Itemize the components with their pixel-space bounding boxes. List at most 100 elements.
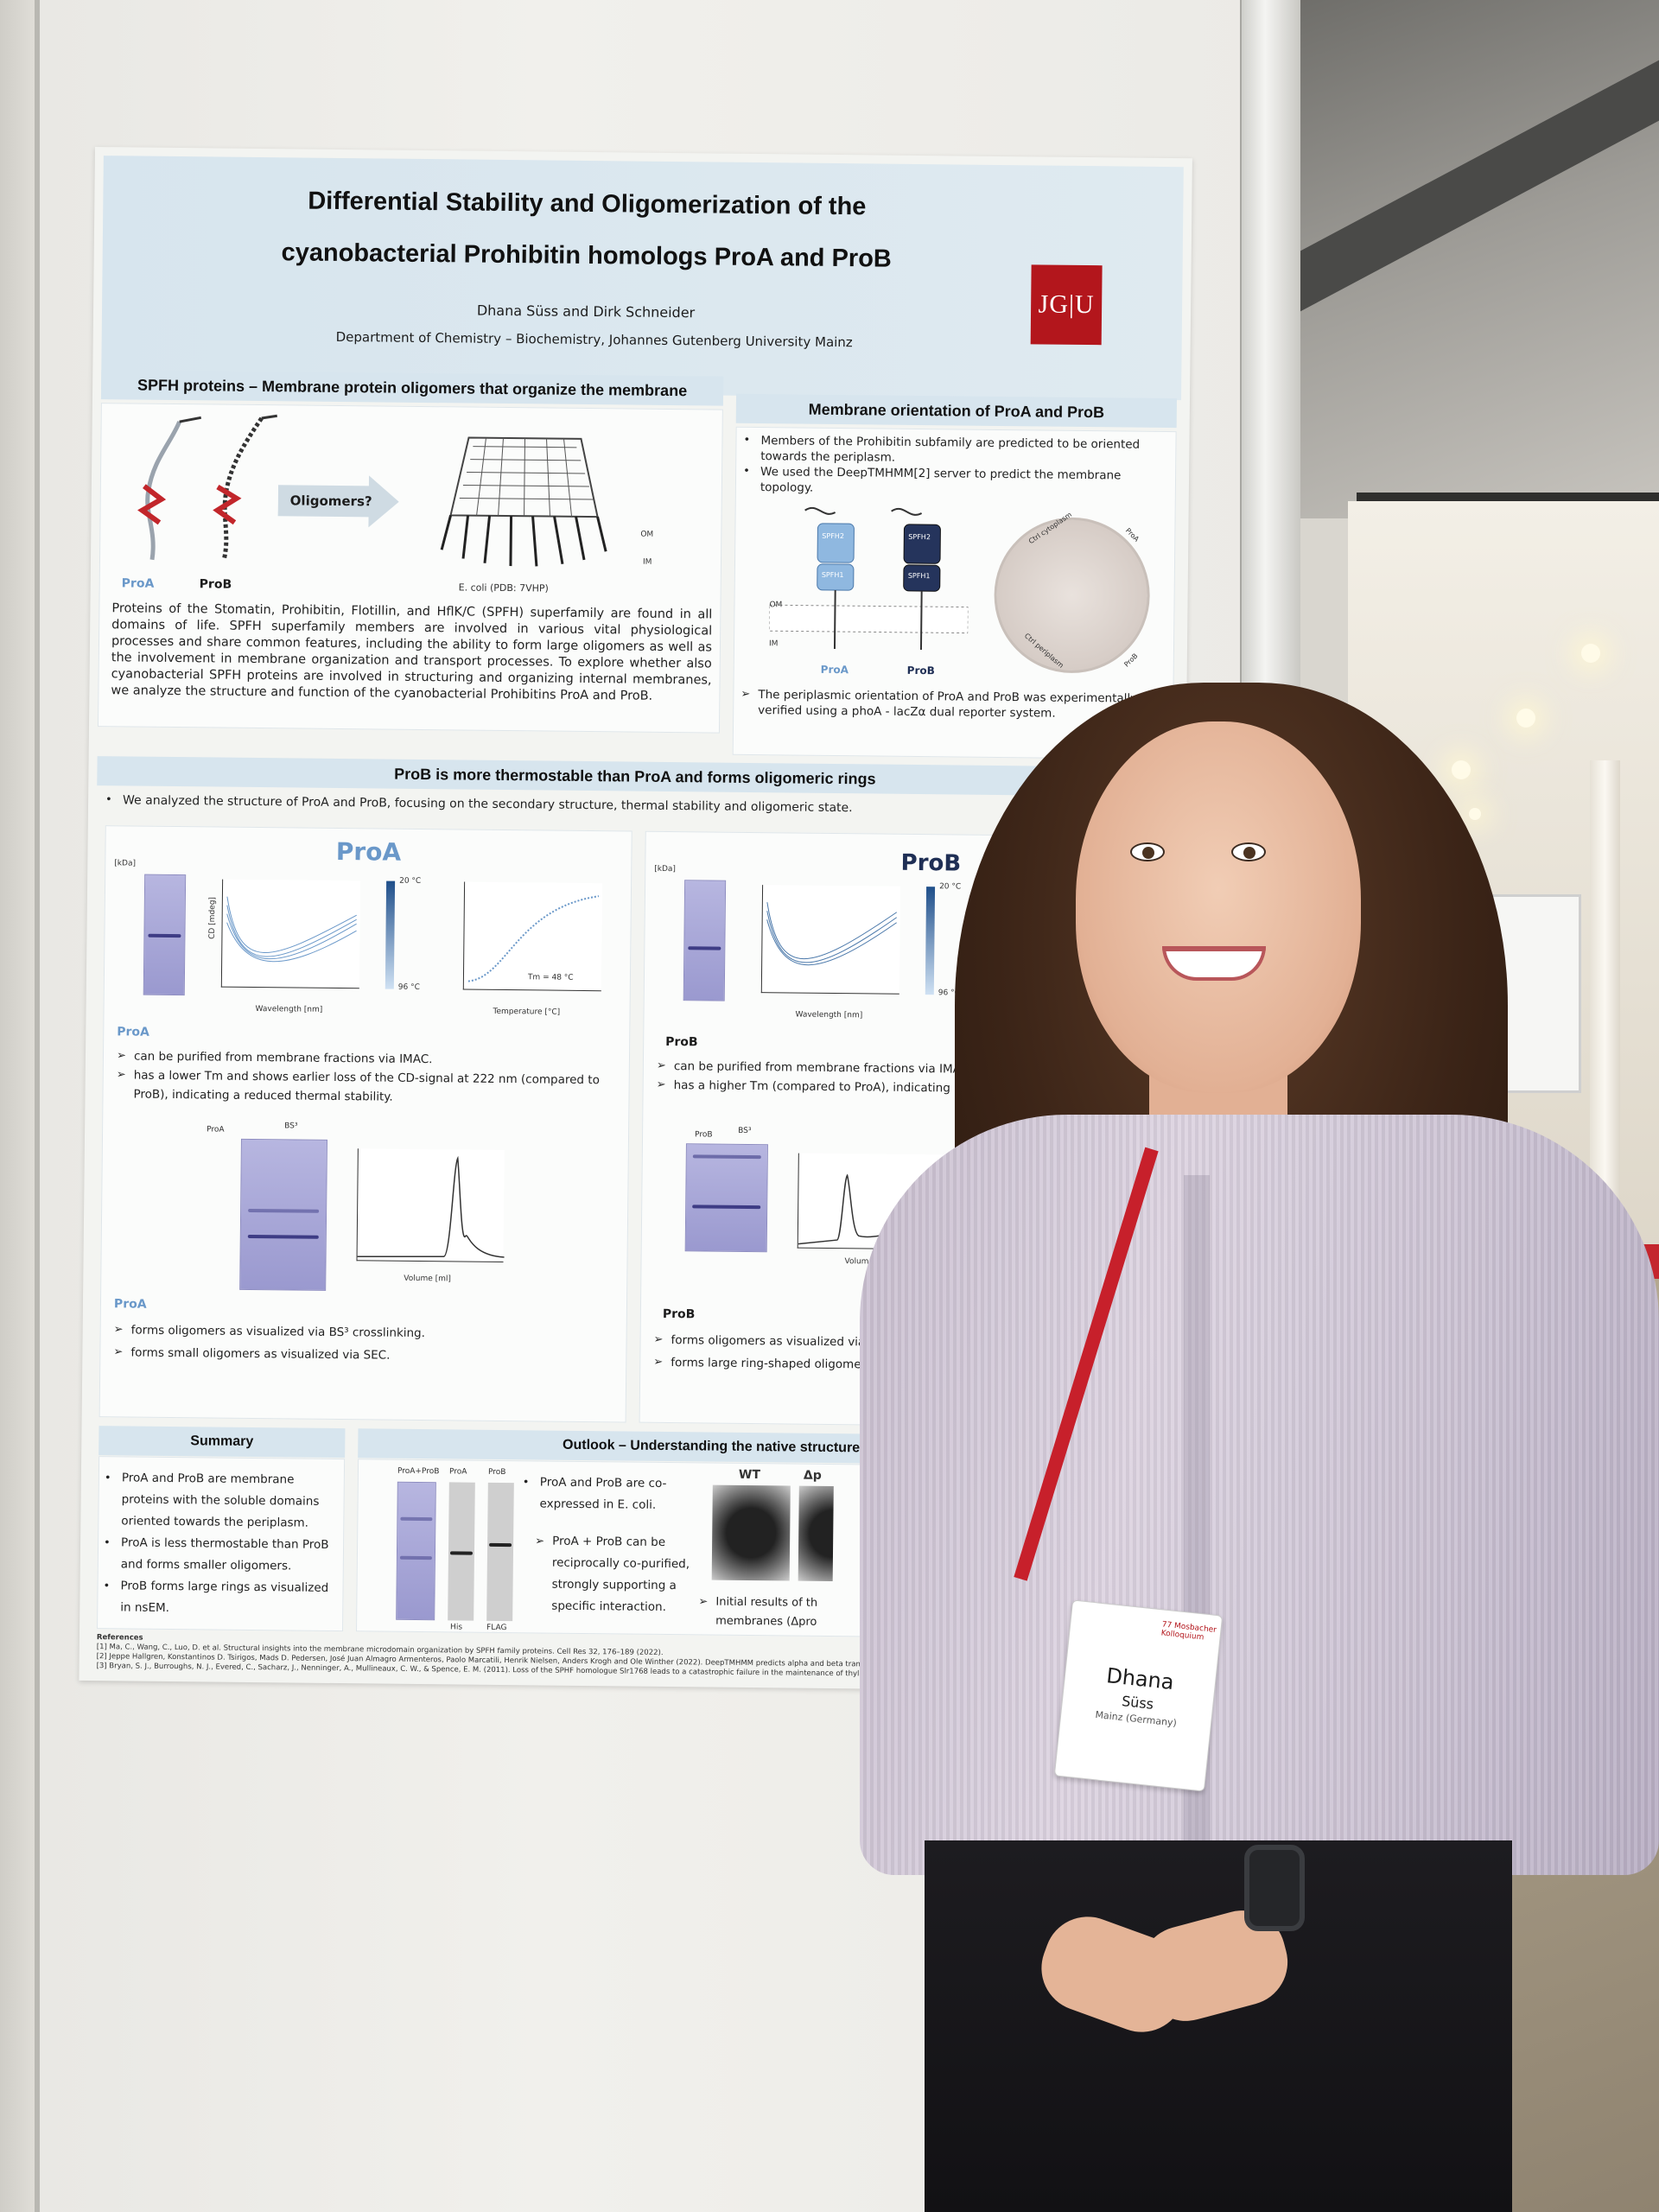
label-prob: ProB [199,577,232,592]
prob-label-2: ProB [662,1306,696,1322]
outlook-item: ProA + ProB can be reciprocally co-purif… [534,1530,699,1618]
person-eye [1130,842,1165,861]
section-thermostable-heading: ProB is more thermostable than ProA and … [97,756,1173,798]
poster-title: Differential Stability and Oligomerizati… [154,174,1019,286]
melt-xlabel: Temperature [°C] [493,1007,561,1017]
outlook-sublist: ProA + ProB can be reciprocally co-purif… [534,1530,699,1618]
prob-cd-spectrum [760,885,901,995]
outlook-item: Initial results of th membranes (Δpro [698,1592,871,1632]
orientation-bullets: Members of the Prohibitin subfamily are … [743,433,1167,499]
section-orientation-box: Members of the Prohibitin subfamily are … [732,426,1177,760]
proa-bullet: has a lower Tm and shows earlier loss of… [116,1065,617,1109]
person-pants [925,1840,1512,2212]
scientific-poster: Differential Stability and Oligomerizati… [79,147,1192,1693]
section-orientation-heading: Membrane orientation of ProA and ProB [735,393,1178,429]
colorbar-high: 20 °C [399,876,422,886]
badge-logo: 77 Mosbacher Kolloquium [1160,1620,1217,1643]
smartwatch [1244,1845,1305,1931]
western-blot-flag [486,1482,514,1622]
prob-structure-illustration [213,414,277,562]
proa-spfh1: SPFH1 [821,570,844,580]
section-spfh-box: ProA ProB Oligomers? E. coli (PDB: 7VHP)… [97,403,723,734]
western-blot-his [448,1482,475,1621]
prob-panel-title: ProB [900,849,962,877]
proa-cd-spectrum [220,879,361,989]
person-eye [1231,842,1266,861]
name-badge: 77 Mosbacher Kolloquium Dhana Süss Mainz… [1053,1599,1224,1792]
person-shirt [860,1115,1659,1875]
topology-proa-label: ProA [820,663,849,677]
spfh-intro-text: Proteins of the Stomatin, Prohibitin, Fl… [111,601,713,703]
summary-box: ProA and ProB are membrane proteins with… [97,1456,346,1632]
im-label: IM [642,557,652,567]
hall-column [1590,760,1620,1253]
prob-spfh1: SPFH1 [907,571,931,581]
shirt-corduroy-texture [860,1115,1659,1875]
summary-item: ProB forms large rings as visualized in … [103,1575,337,1621]
summary-item: ProA is less thermostable than ProB and … [104,1532,338,1578]
wt-label: WT [738,1467,761,1483]
im-label: IM [768,639,779,649]
prob-spfh2: SPFH2 [908,532,931,542]
tem-image-wt [711,1484,791,1581]
lane-label: ProA+ProB [397,1466,440,1477]
pdb-caption: E. coli (PDB: 7VHP) [458,582,549,594]
proa-bullets: can be purified from membrane fractions … [116,1046,618,1109]
orientation-bullet: We used the DeepTMHMM[2] server to predi… [743,464,1166,499]
cd-ylabel: CD [mdeg] [207,897,218,939]
title-line-2: cyanobacterial Prohibitin homologs ProA … [281,238,893,273]
summary-item: ProA and ProB are membrane proteins with… [104,1467,338,1535]
kda-label: [kDa] [654,864,677,874]
title-line-1: Differential Stability and Oligomerizati… [308,187,867,221]
label-proa: ProA [121,576,155,591]
cd-xlabel: Wavelength [nm] [795,1010,863,1020]
ceiling-lamp [1516,709,1535,728]
plate-prob: ProB [1122,652,1140,669]
colorbar-high: 20 °C [939,882,962,892]
prob-gel-label: ProB [695,1130,713,1140]
colorbar-low: 96 °C [397,982,420,992]
cd-xlabel: Wavelength [nm] [255,1004,323,1014]
tem-image-mutant [798,1485,834,1582]
intro-bullet: We analyzed the structure of ProA and Pr… [105,791,1142,821]
proa-melting-curve [462,881,603,992]
bs3-label: BS³ [738,1126,752,1136]
proa-sds-gel [143,874,187,996]
proa-structure-illustration [137,416,202,561]
delta-label: Δp [803,1468,822,1483]
adjacent-board [0,0,40,2212]
membrane-topology-diagram [768,506,969,651]
kda-label: [kDa] [114,859,137,868]
sec-xlabel: Volume [ml] [404,1274,451,1284]
section-spfh-heading: SPFH proteins – Membrane protein oligome… [100,370,724,406]
ceiling-lamp [1452,760,1471,779]
om-label: OM [769,601,783,610]
person-smile [1162,946,1266,981]
person-face [1076,721,1361,1093]
oligomers-arrow: Oligomers? [277,474,399,527]
blot-label-his: His [450,1623,463,1632]
prob-crosslink-gel [684,1143,768,1253]
proa-crosslink-gel [239,1138,327,1291]
proa-bullet: forms small oligomers as visualized via … [113,1341,614,1369]
proa-spfh2: SPFH2 [822,531,844,541]
proa-label: ProA [117,1025,149,1039]
proa-oligomer-bullets: forms oligomers as visualized via BS³ cr… [113,1319,615,1369]
agar-plate [993,516,1151,674]
proa-tm: Tm = 48 °C [527,973,574,982]
proa-label-2: ProA [113,1297,147,1312]
ceiling-lamp [1469,808,1481,820]
temperature-colorbar [385,880,396,989]
copurification-gel [396,1481,436,1621]
thermostable-intro: We analyzed the structure of ProA and Pr… [105,791,1142,821]
prob-label: ProB [665,1034,698,1050]
temperature-colorbar [925,887,936,995]
outlook-result: Initial results of th membranes (Δpro [698,1592,871,1632]
lane-label: ProA [448,1467,467,1477]
proa-panel: ProA [kDa] CD [mdeg] Wavelength [nm] 20 … [99,825,632,1423]
proa-sec-profile [356,1148,505,1263]
jgu-logo: JG|U [1030,264,1103,346]
proa-gel-label: ProA [207,1125,225,1135]
oligomers-label: Oligomers? [289,493,372,510]
